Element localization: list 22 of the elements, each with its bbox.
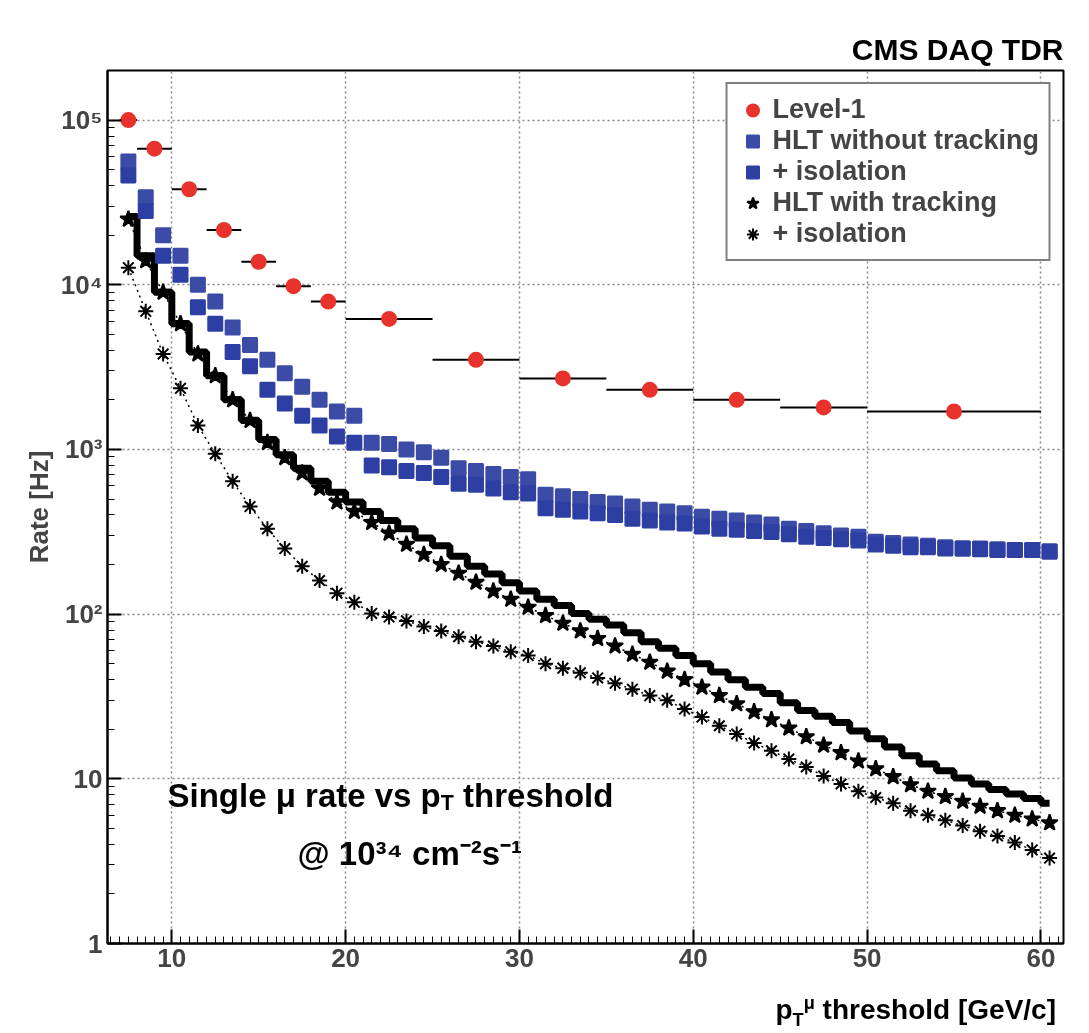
y-tick-label: 10² xyxy=(64,599,103,630)
x-tick-label: 40 xyxy=(678,942,708,973)
y-axis-title: Rate [Hz] xyxy=(23,450,54,564)
annotation: Single μ rate vs pT threshold xyxy=(167,777,614,815)
x-axis-title: p$_{T}$$^{μ}$ threshold [GeV/c] xyxy=(775,992,1056,1032)
x-tick-label: 30 xyxy=(504,942,534,973)
legend-label: HLT with tracking xyxy=(772,187,998,218)
legend-label: Level-1 xyxy=(772,94,866,125)
x-tick-label: 20 xyxy=(331,942,361,973)
x-tick-label: 50 xyxy=(852,942,882,973)
y-tick-label: 1 xyxy=(88,928,103,959)
y-tick-label: 10⁴ xyxy=(60,269,103,300)
chart-title: CMS DAQ TDR xyxy=(851,32,1064,66)
y-tick-label: 10⁵ xyxy=(61,105,103,136)
x-tick-label: 10 xyxy=(157,942,187,973)
annotation: @ 10³⁴ cm⁻²s⁻¹ xyxy=(297,835,523,872)
y-tick-label: 10 xyxy=(73,763,103,794)
legend-label: + isolation xyxy=(772,156,907,187)
legend-label: HLT without tracking xyxy=(772,125,1039,156)
x-tick-label: 60 xyxy=(1026,942,1056,973)
legend-label: + isolation xyxy=(772,218,907,249)
y-tick-label: 10³ xyxy=(64,434,103,465)
